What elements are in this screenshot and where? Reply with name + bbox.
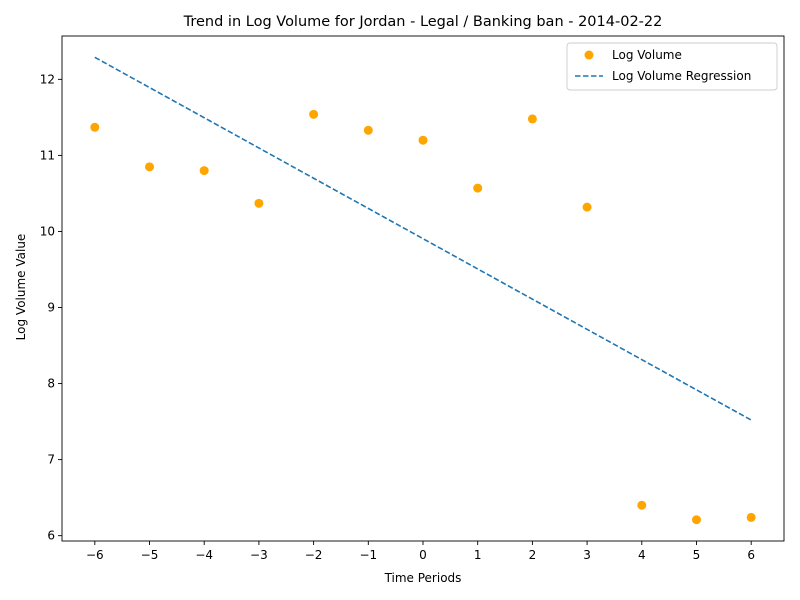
legend-label: Log Volume Regression [612,69,751,83]
x-tick-label: −6 [86,548,104,562]
y-tick-label: 10 [40,224,55,238]
chart-title: Trend in Log Volume for Jordan - Legal /… [183,14,663,30]
data-point [199,166,209,176]
x-tick-label: −3 [250,548,268,562]
y-tick-label: 9 [47,301,55,315]
data-point [473,183,483,193]
y-tick-label: 7 [47,453,55,467]
y-tick-label: 12 [40,72,55,86]
x-axis-label: Time Periods [384,571,462,585]
y-axis-label: Log Volume Value [14,234,28,341]
legend-point-marker [584,50,594,60]
x-tick-label: 4 [638,548,646,562]
data-point [90,122,100,132]
data-point [363,125,373,135]
x-tick-label: −5 [141,548,159,562]
data-point [145,162,155,172]
y-tick-label: 8 [47,377,55,391]
data-point [637,500,647,510]
x-tick-label: −1 [359,548,377,562]
x-tick-label: 1 [474,548,482,562]
data-point [527,114,537,124]
y-tick-label: 6 [47,529,55,543]
data-point [746,512,756,522]
x-tick-label: −2 [305,548,323,562]
data-point [254,198,264,208]
x-tick-label: 2 [529,548,537,562]
data-point [309,109,319,119]
x-tick-label: 3 [583,548,591,562]
legend: Log Volume Log Volume Regression [566,42,778,91]
x-tick-label: 0 [419,548,427,562]
x-tick-label: −4 [195,548,213,562]
legend-box [566,42,778,91]
x-tick-label: 6 [747,548,755,562]
x-tick-label: 5 [693,548,701,562]
legend-label: Log Volume [612,48,682,62]
y-tick-label: 11 [40,148,55,162]
data-point [691,515,701,525]
data-point [582,202,592,212]
regression-line [94,56,752,421]
data-point [418,135,428,145]
